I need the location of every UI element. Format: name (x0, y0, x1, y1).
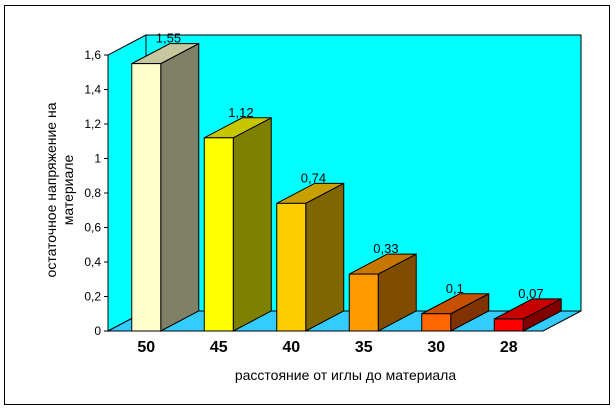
y-tick-label: 1 (94, 152, 101, 166)
x-tick-label: 35 (355, 339, 373, 356)
x-axis-title: расстояние от иглы до материала (235, 367, 456, 383)
y-tick-label: 1,6 (84, 48, 101, 62)
bar-35 (348, 273, 379, 332)
y-tick-label: 0,8 (84, 186, 101, 200)
bar-side-45 (232, 116, 272, 332)
x-tick-label: 45 (210, 339, 228, 356)
bar-28 (493, 318, 524, 332)
data-label: 1,55 (156, 31, 181, 46)
y-tick-label: 1,2 (84, 117, 101, 131)
data-label: 0,74 (301, 170, 326, 185)
data-label: 1,12 (228, 105, 253, 120)
bar-45 (203, 137, 234, 332)
bar-30 (421, 313, 452, 332)
x-tick-label: 40 (282, 339, 300, 356)
x-tick-label: 30 (427, 339, 445, 356)
y-axis-title-line: остаточное напряжение на (43, 102, 59, 277)
x-tick-label: 50 (137, 339, 155, 356)
y-tick-label: 0,2 (84, 290, 101, 304)
bar-side-50 (160, 42, 200, 332)
data-label: 0,33 (373, 241, 398, 256)
bar-40 (276, 202, 307, 332)
y-tick-label: 0,4 (84, 255, 101, 269)
data-label: 0,1 (446, 281, 464, 296)
y-axis-title-line: материале (60, 155, 76, 226)
y-tick-label: 0 (94, 324, 101, 338)
data-label: 0,07 (518, 286, 543, 301)
y-tick-label: 1,4 (84, 83, 101, 97)
y-axis-title: остаточное напряжение наматериале (43, 102, 76, 277)
y-tick-label: 0,6 (84, 221, 101, 235)
x-tick-label: 28 (500, 339, 518, 356)
bar-side-40 (305, 182, 345, 332)
bar-50 (131, 63, 162, 332)
